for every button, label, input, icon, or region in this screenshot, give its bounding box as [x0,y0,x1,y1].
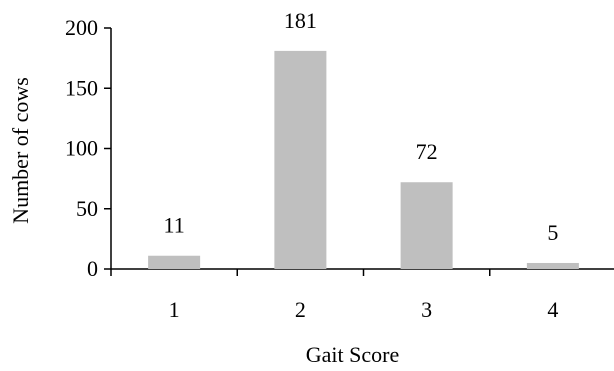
y-axis: 0 50 100 150 200 [65,15,112,281]
data-labels: 11 181 72 5 [164,8,559,245]
x-tick-label: 1 [169,297,180,322]
x-tick-label: 3 [421,297,432,322]
y-axis-ticks: 0 50 100 150 200 [65,15,111,281]
data-label: 181 [284,8,317,33]
bar [274,50,327,269]
x-tick-label: 4 [547,297,558,322]
x-tick-label: 2 [295,297,306,322]
data-label: 5 [547,220,558,245]
y-axis-title: Number of cows [8,77,33,224]
data-label: 72 [416,139,438,164]
bars [148,50,579,269]
bar [526,262,579,269]
x-axis: 1 2 3 4 [110,268,614,322]
y-tick-label: 50 [76,196,98,221]
y-tick-label: 150 [65,75,98,100]
y-tick-label: 0 [87,256,98,281]
y-tick-label: 200 [65,15,98,40]
data-label: 11 [164,213,185,238]
y-tick-label: 100 [65,136,98,161]
x-axis-ticks: 1 2 3 4 [110,269,558,322]
bar [400,182,453,269]
bar [148,255,201,269]
x-axis-title: Gait Score [306,342,399,367]
